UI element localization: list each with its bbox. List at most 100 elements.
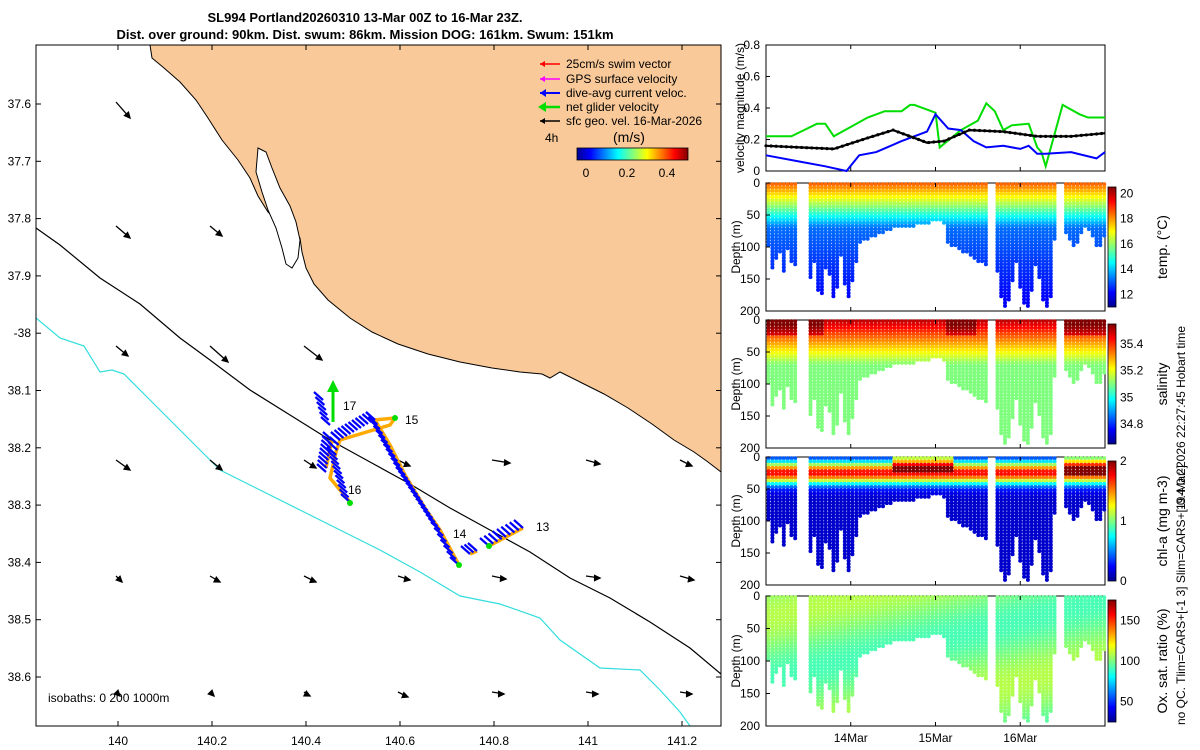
speed-colorbar: [577, 148, 688, 160]
profile-sample-point: [995, 406, 999, 410]
geo-velocity-point: [775, 145, 778, 148]
colorbar-tick-label: 12: [1120, 287, 1134, 301]
colorbar-label: temp. (°C): [1154, 215, 1170, 279]
depth-tick-label: 100: [740, 240, 760, 254]
profile-sample-point: [953, 243, 957, 247]
profile-sample-point: [892, 498, 896, 502]
profile-sample-point: [1014, 259, 1018, 263]
map-x-tick-label: 140.6: [385, 734, 415, 748]
profile-sample-point: [912, 498, 916, 502]
profile-sample-point: [923, 358, 927, 362]
profile-sample-point: [1018, 422, 1022, 426]
profile-sample-point: [820, 291, 824, 295]
profile-sample-point: [877, 367, 881, 371]
velocity-y-label: velocity magnitude (m/s): [733, 43, 747, 173]
profile-sample-point: [1007, 298, 1011, 302]
geo-velocity-point: [907, 134, 910, 137]
depth-tick-label: 50: [747, 345, 761, 359]
map-y-tick-label: 37.7: [8, 154, 32, 168]
profile-sample-point: [870, 234, 874, 238]
profile-sample-point: [1037, 412, 1041, 416]
profile-sample-point: [789, 396, 793, 400]
profile-sample-point: [782, 406, 786, 410]
profile-sample-point: [1091, 371, 1095, 375]
colorbar-tick-0.4: 0.4: [659, 166, 676, 180]
profile-sample-point: [915, 495, 919, 499]
profile-sample-point: [976, 396, 980, 400]
profile-sample-point: [770, 403, 774, 407]
profile-sample-point: [850, 415, 854, 419]
profile-sample-point: [778, 250, 782, 254]
map-y-tick-label: 38.3: [8, 498, 32, 512]
geo-velocity-point: [831, 147, 834, 150]
profile-sample-point: [900, 361, 904, 365]
profile-sample-point: [885, 364, 889, 368]
profile-sample-point: [889, 364, 893, 368]
profile-sample-point: [980, 259, 984, 263]
profile-sample-point: [789, 533, 793, 537]
depth-tick-label: 0: [753, 313, 760, 327]
profile-sample-point: [889, 227, 893, 231]
geo-velocity-point: [1064, 135, 1067, 138]
profile-sample-point: [862, 374, 866, 378]
profile-sample-point: [999, 294, 1003, 298]
profile-sample-point: [896, 224, 900, 228]
profile-sample-point: [854, 396, 858, 400]
profile-sample-point: [919, 495, 923, 499]
profile-sample-point: [1098, 380, 1102, 384]
profile-sample-point: [1034, 399, 1038, 403]
panel-frame: [766, 45, 1105, 171]
map-y-tick-label: 37.8: [8, 212, 32, 226]
profile-sample-point: [809, 549, 813, 553]
geo-velocity-point: [1059, 135, 1062, 138]
geo-velocity-point: [917, 138, 920, 141]
profile-sample-point: [881, 367, 885, 371]
profile-sample-point: [847, 568, 851, 572]
geo-velocity-point: [866, 136, 869, 139]
profile-sample-point: [904, 224, 908, 228]
profile-sample-point: [1053, 374, 1057, 378]
profile-sample-point: [904, 498, 908, 502]
profile-sample-point: [1018, 285, 1022, 289]
velocity-panel: 00.20.40.60.8velocity magnitude (m/s): [733, 38, 1105, 178]
profile-sample-point: [866, 511, 870, 515]
geo-velocity-point: [1054, 135, 1057, 138]
profile-sample-point: [915, 221, 919, 225]
geo-velocity-point: [973, 129, 976, 132]
profile-sample-point: [866, 237, 870, 241]
profile-sample-point: [812, 533, 816, 537]
geo-velocity-point: [953, 135, 956, 138]
map-x-tick-label: 140.2: [197, 734, 227, 748]
profile-sample-point: [912, 361, 916, 365]
geo-velocity-point: [983, 129, 986, 132]
profile-panel-chl-a: 050100150200Depth (m)210chl-a (mg m-3): [729, 450, 1170, 592]
geo-velocity-point: [1090, 133, 1093, 136]
profile-sample-point: [873, 508, 877, 512]
profile-sample-point: [934, 492, 938, 496]
profile-sample-point: [912, 224, 916, 228]
profile-sample-point: [965, 250, 969, 254]
geo-velocity-point: [856, 140, 859, 143]
profile-sample-point: [862, 237, 866, 241]
profile-sample-point: [919, 221, 923, 225]
geo-velocity-point: [1003, 130, 1006, 133]
isobath-label: isobaths: 0 200 1000m: [48, 691, 169, 705]
profile-sample-point: [1003, 304, 1007, 308]
profile-sample-point: [934, 218, 938, 222]
profile-sample-point: [885, 227, 889, 231]
map-y-tick-label: 38.4: [8, 555, 32, 569]
figure-canvas: 13 14 15 16 17 140 140.2 140.4 140.6 140.8 14…: [0, 0, 1200, 750]
map-y-tick-label: 38.2: [8, 441, 32, 455]
geo-velocity-point: [1049, 135, 1052, 138]
profile-sample-point: [900, 224, 904, 228]
profile-sample-point: [908, 361, 912, 365]
profile-sample-point: [793, 262, 797, 266]
geo-velocity-point: [764, 144, 767, 147]
profile-sample-point: [1083, 224, 1087, 228]
geo-velocity-point: [820, 147, 823, 150]
geo-velocity-point: [1019, 132, 1022, 135]
geo-velocity-point: [937, 140, 940, 143]
depth-tick-label: 150: [740, 272, 760, 286]
profile-sample-point: [931, 218, 935, 222]
geo-velocity-point: [769, 144, 772, 147]
